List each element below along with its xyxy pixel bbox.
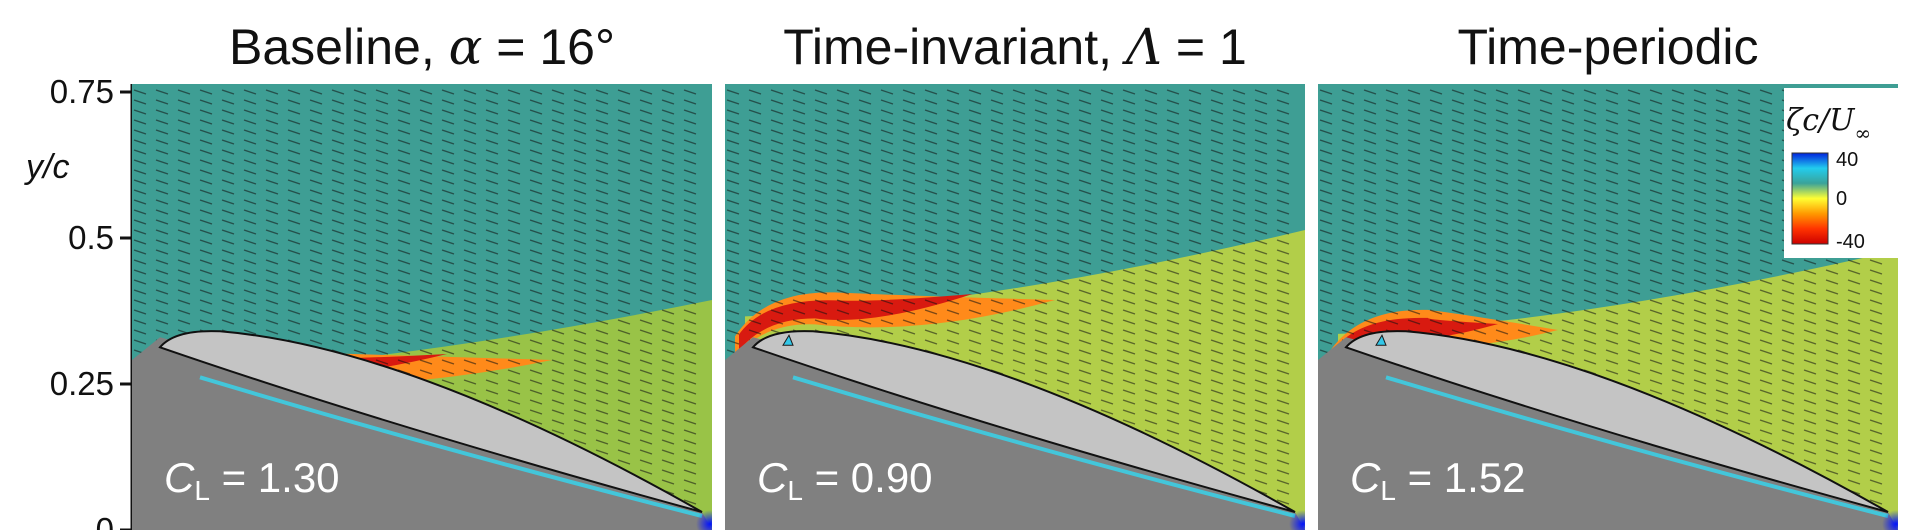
cl-subscript: L xyxy=(787,475,803,506)
colorbar-max-label: 40 xyxy=(1836,149,1858,171)
airfoil xyxy=(1344,330,1889,513)
colorbar-title-sub: ∞ xyxy=(1854,121,1871,145)
y-axis: y/c 0.75 0.5 0.25 0 xyxy=(24,73,134,530)
trailing-edge-vortex xyxy=(1882,510,1898,530)
boundary-layer xyxy=(1385,375,1889,518)
cl-symbol: C xyxy=(1350,454,1381,501)
panel-title: Time-periodic xyxy=(1457,19,1758,75)
actuator-marker xyxy=(782,334,794,346)
panel-title: Time-invariant, Λ = 1 xyxy=(783,18,1247,76)
cl-symbol: C xyxy=(164,454,195,501)
panel-1: Baseline, α = 16° CL = 1.30 xyxy=(132,18,712,530)
colorbar-title: ζc/U∞ xyxy=(1786,103,1871,145)
colorbar-gradient xyxy=(1791,152,1829,245)
colorbar-mid-label: 0 xyxy=(1836,188,1847,210)
panel-title-prefix: Time-periodic xyxy=(1457,19,1758,75)
cl-value: = 1.52 xyxy=(1396,454,1526,501)
lift-coefficient-label: CL = 1.52 xyxy=(1350,454,1526,506)
panel-title-symbol: α xyxy=(449,18,483,76)
panel-title-suffix: = 1 xyxy=(1162,19,1247,75)
colorbar-title-main: ζc/U xyxy=(1786,103,1856,138)
panel-2: Time-invariant, Λ = 1 CL = 0.90 xyxy=(725,18,1305,530)
panel-title-symbol: Λ xyxy=(1122,18,1162,76)
lift-coefficient-label: CL = 0.90 xyxy=(757,454,933,506)
boundary-layer xyxy=(199,375,703,518)
panel-title-prefix: Baseline, xyxy=(229,19,449,75)
y-tick-label: 0 xyxy=(96,511,114,530)
cl-subscript: L xyxy=(194,475,210,506)
cl-subscript: L xyxy=(1380,475,1396,506)
airfoil xyxy=(751,330,1296,513)
y-axis-label: y/c xyxy=(24,148,69,186)
trailing-edge-vortex xyxy=(1289,510,1305,530)
cl-symbol: C xyxy=(757,454,788,501)
shear-layer-core xyxy=(1332,317,1498,368)
trailing-edge-vortex xyxy=(696,510,712,530)
y-tick-label: 0.75 xyxy=(50,73,114,110)
boundary-layer xyxy=(792,375,1296,518)
panel-title: Baseline, α = 16° xyxy=(229,18,615,76)
colorbar-legend: ζc/U∞ 40 0 -40 xyxy=(1784,88,1902,258)
shear-layer-core xyxy=(739,294,973,351)
airfoil xyxy=(158,330,703,513)
panel-title-suffix: = 16° xyxy=(482,19,615,75)
cl-value: = 1.30 xyxy=(210,454,340,501)
y-tick-label: 0.5 xyxy=(68,219,114,256)
actuator-marker xyxy=(1375,334,1387,346)
colorbar-min-label: -40 xyxy=(1836,231,1865,253)
lift-coefficient-label: CL = 1.30 xyxy=(164,454,340,506)
y-tick-label: 0.25 xyxy=(50,365,114,402)
panel-title-prefix: Time-invariant, xyxy=(783,19,1126,75)
cl-value: = 0.90 xyxy=(803,454,933,501)
panel-3: Time-periodic CL = 1.52 xyxy=(1318,19,1898,530)
